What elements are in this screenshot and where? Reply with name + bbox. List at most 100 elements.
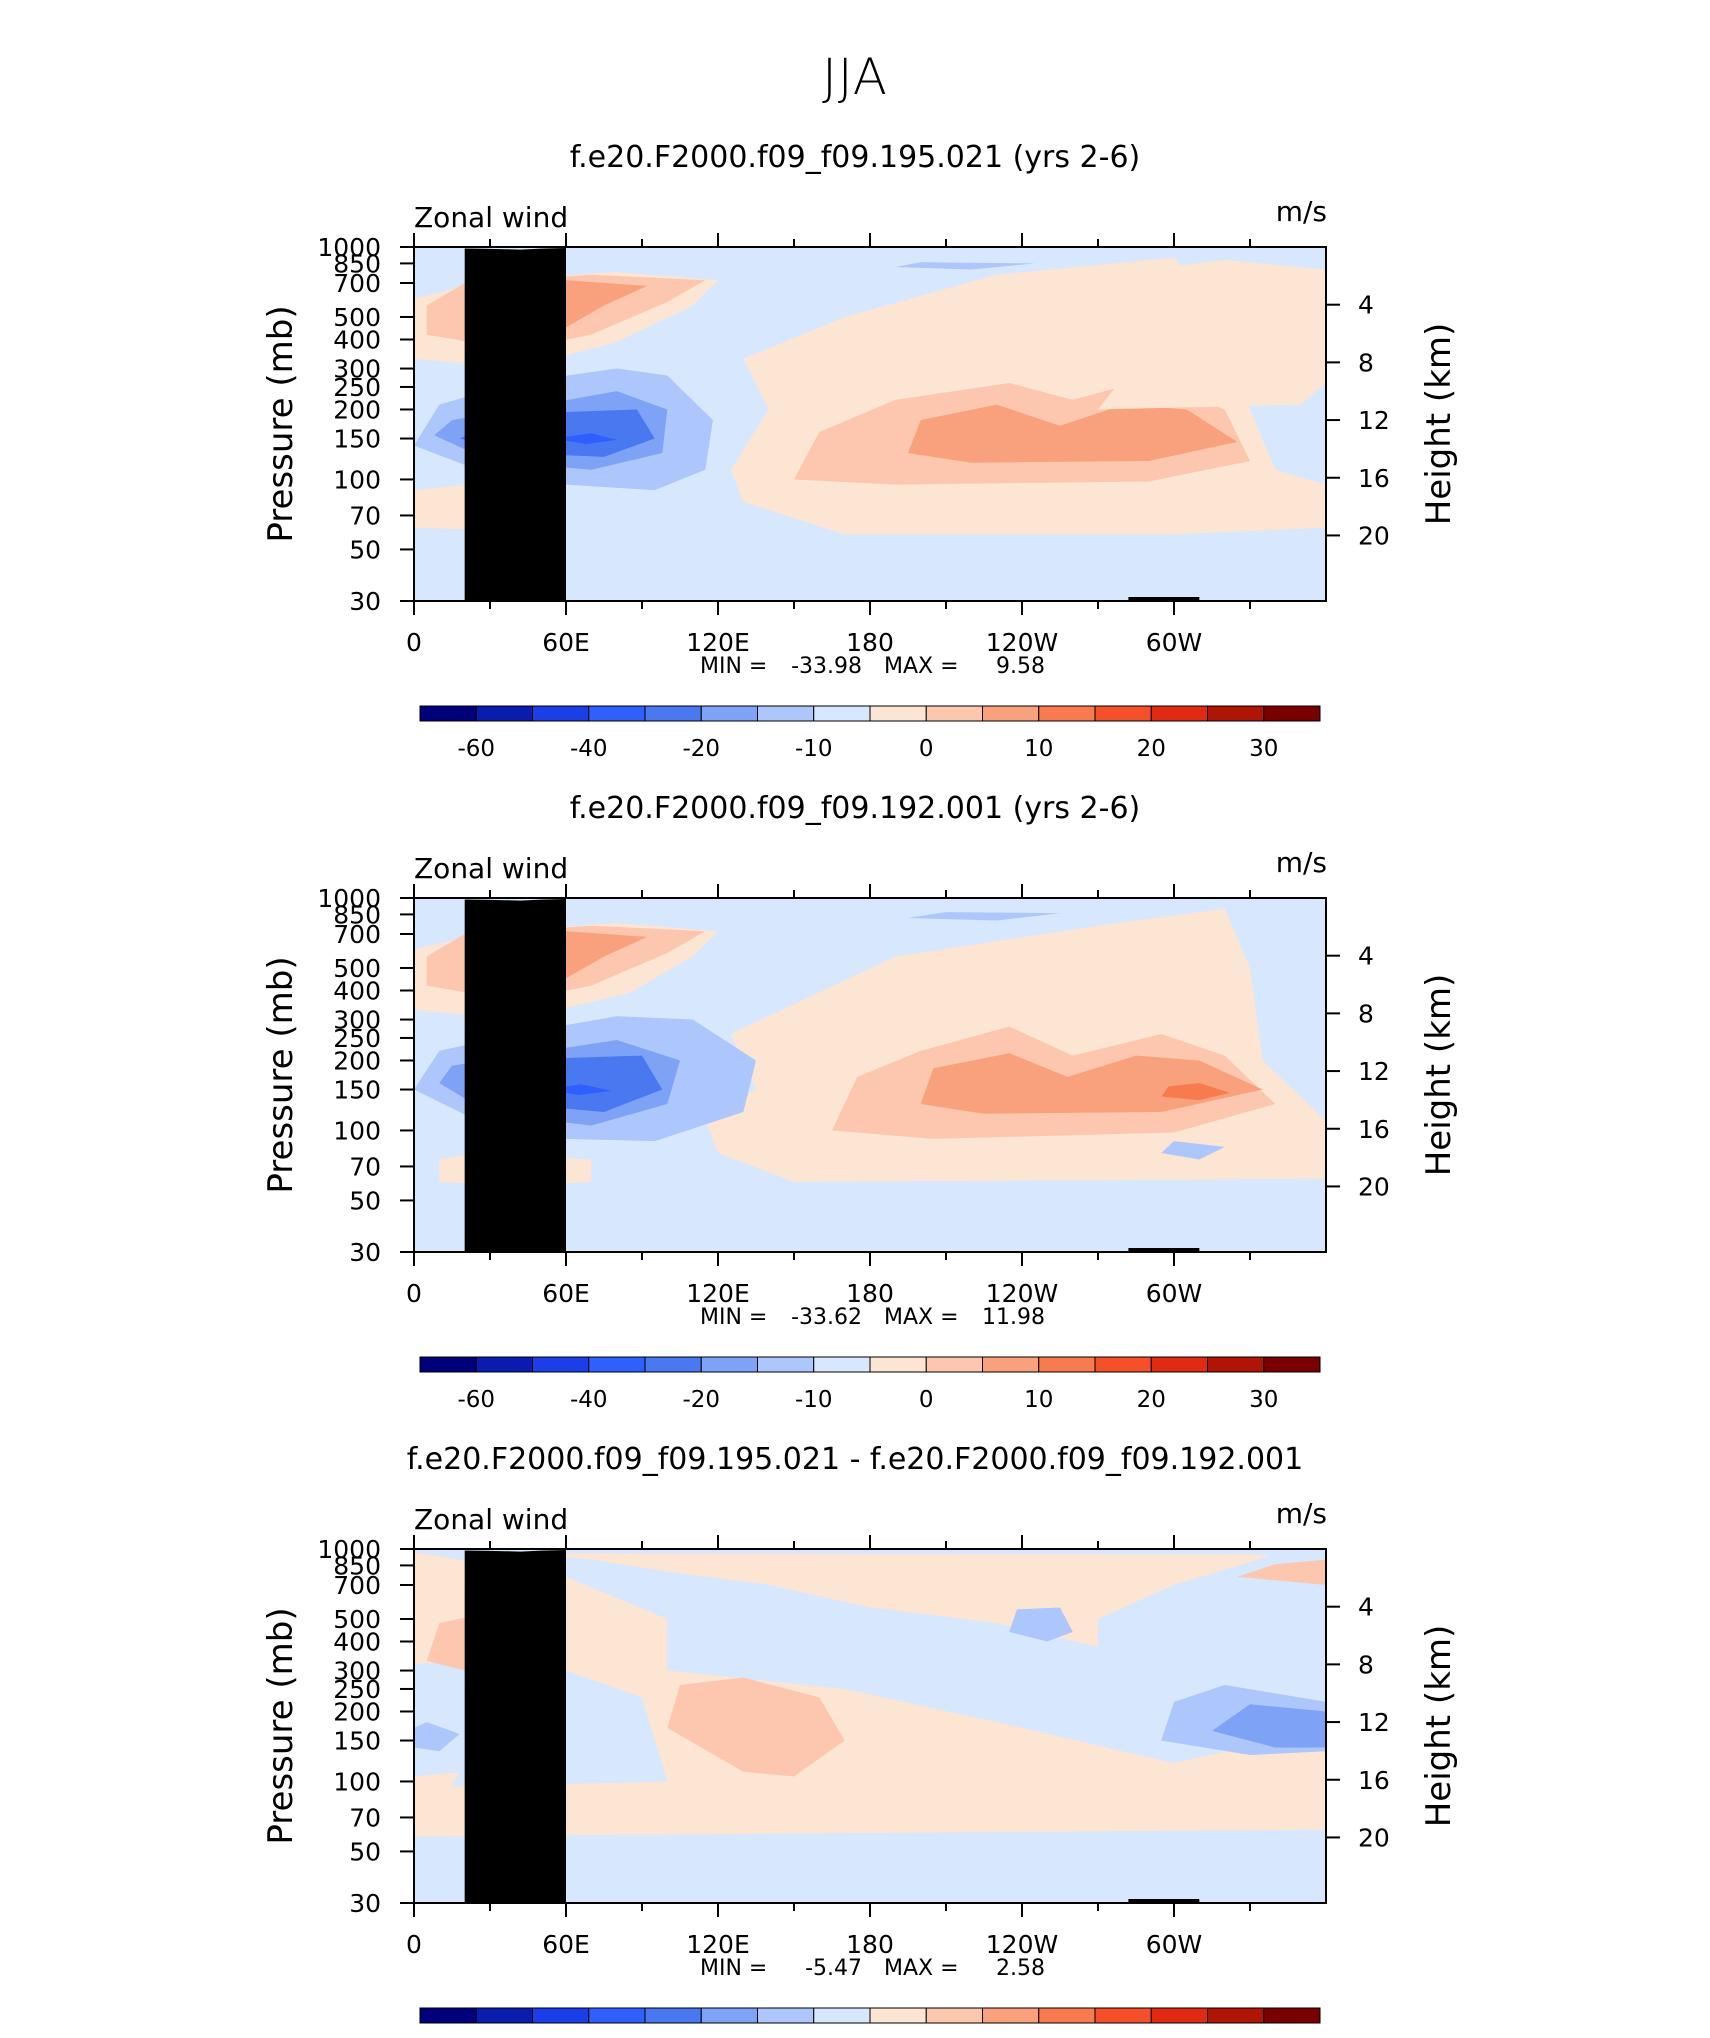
y-tick-label: 50: [349, 535, 381, 564]
colorbar-box: [532, 2007, 590, 2024]
colorbar-box: [532, 705, 590, 722]
y-tick-label: 500: [333, 954, 381, 983]
fill-positive-moderate: [667, 1677, 845, 1777]
y-right-tick-label: 12: [1358, 1708, 1390, 1737]
units-string: m/s: [1276, 195, 1327, 228]
panel-3: f.e20.F2000.f09_f09.195.021 - f.e20.F200…: [261, 1442, 1459, 2024]
fill-positive-core: [1161, 1083, 1230, 1101]
x-tick-label: 120W: [986, 628, 1058, 657]
colorbar-box: [475, 705, 533, 722]
y-tick-label: 250: [333, 373, 381, 402]
y-tick-label: 30: [349, 1889, 381, 1918]
y-right-tick-label: 4: [1358, 291, 1374, 320]
x-tick-label: 120W: [986, 1279, 1058, 1308]
fill-negative-core: [553, 433, 617, 445]
y-tick-label: 700: [333, 920, 381, 949]
colorbar-box: [1038, 2007, 1096, 2024]
colorbar-box: [1038, 1356, 1096, 1373]
min-value: -5.47: [805, 1956, 862, 1981]
y-tick-label: 200: [333, 1046, 381, 1075]
colorbar-box: [925, 1356, 983, 1373]
x-tick-label: 180: [846, 1279, 894, 1308]
y-tick-label: 300: [333, 1006, 381, 1035]
fill-negative-weak: [908, 912, 1060, 921]
y-tick-label: 100: [333, 465, 381, 494]
y-tick-label: 1000: [317, 1535, 381, 1564]
colorbar-box: [700, 1356, 758, 1373]
colorbar-box: [1038, 705, 1096, 722]
y-axis-label: Pressure (mb): [261, 305, 301, 542]
max-label: MAX =: [884, 1305, 959, 1330]
colorbar-box: [1094, 2007, 1152, 2024]
min-value: -33.62: [791, 1305, 862, 1330]
colorbar-label: 10: [1024, 1387, 1053, 1413]
y-tick-label: 850: [333, 249, 381, 278]
colorbar-box: [869, 705, 927, 722]
y-tick-label: 850: [333, 900, 381, 929]
colorbar-box: [1263, 705, 1321, 722]
x-tick-label: 60E: [542, 1279, 590, 1308]
colorbar-label: 0: [919, 736, 934, 762]
colorbar-box: [757, 705, 815, 722]
colorbar-label: -40: [570, 1387, 608, 1413]
x-tick-label: 0: [406, 1279, 422, 1308]
colorbar-box: [588, 705, 646, 722]
page-title: JJA: [822, 48, 888, 106]
x-tick-label: 60E: [542, 628, 590, 657]
y-right-tick-label: 12: [1358, 406, 1390, 435]
colorbar-box: [757, 2007, 815, 2024]
colorbar-label: 0: [919, 1387, 934, 1413]
contour-fills: [414, 1549, 1326, 1903]
colorbar-box: [982, 1356, 1040, 1373]
terrain: [464, 248, 566, 601]
colorbar-label: 10: [1024, 736, 1053, 762]
y-tick-label: 30: [349, 1238, 381, 1267]
colorbar-box: [1094, 1356, 1152, 1373]
colorbar-box: [419, 705, 477, 722]
y-tick-label: 850: [333, 1551, 381, 1580]
y-tick-label: 500: [333, 1605, 381, 1634]
fill-positive-weak: [1098, 259, 1326, 410]
fill-positive-moderate: [1237, 1559, 1326, 1585]
colorbar-box: [813, 2007, 871, 2024]
colorbar-box: [982, 705, 1040, 722]
y-tick-label: 50: [349, 1186, 381, 1215]
colorbar-box: [813, 705, 871, 722]
y-right-tick-label: 4: [1358, 1593, 1374, 1622]
x-tick-label: 60W: [1146, 1930, 1203, 1959]
colorbar-box: [869, 1356, 927, 1373]
contour-fills: [414, 247, 1326, 601]
panel-1: f.e20.F2000.f09_f09.195.021 (yrs 2-6)Zon…: [261, 140, 1459, 762]
x-tick-label: 0: [406, 1930, 422, 1959]
y-tick-label: 1000: [317, 884, 381, 913]
x-tick-label: 120E: [686, 1279, 750, 1308]
x-tick-label: 120E: [686, 628, 750, 657]
terrain: [464, 899, 566, 1252]
y-tick-label: 100: [333, 1767, 381, 1796]
min-label: MIN =: [700, 1956, 767, 1981]
colorbar-label: 20: [1137, 736, 1166, 762]
y-tick-label: 70: [349, 1803, 381, 1832]
colorbar-label: 30: [1249, 736, 1278, 762]
left-string: Zonal wind: [414, 1503, 568, 1536]
left-string: Zonal wind: [414, 201, 568, 234]
y-right-tick-label: 8: [1358, 1650, 1374, 1679]
y-tick-label: 500: [333, 303, 381, 332]
colorbar-box: [419, 1356, 477, 1373]
colorbar-label: -60: [457, 1387, 495, 1413]
colorbar-box: [475, 2007, 533, 2024]
y-right-tick-label: 8: [1358, 999, 1374, 1028]
colorbar-box: [419, 2007, 477, 2024]
colorbar-box: [644, 705, 702, 722]
max-value: 11.98: [982, 1305, 1045, 1330]
max-label: MAX =: [884, 654, 959, 679]
colorbar-box: [869, 2007, 927, 2024]
units-string: m/s: [1276, 846, 1327, 879]
y-axis-label: Pressure (mb): [261, 956, 301, 1193]
colorbar-box: [588, 1356, 646, 1373]
terrain: [464, 1550, 566, 1903]
y-tick-label: 400: [333, 1628, 381, 1657]
y-right-tick-label: 20: [1358, 1823, 1390, 1852]
y-right-tick-label: 20: [1358, 1172, 1390, 1201]
